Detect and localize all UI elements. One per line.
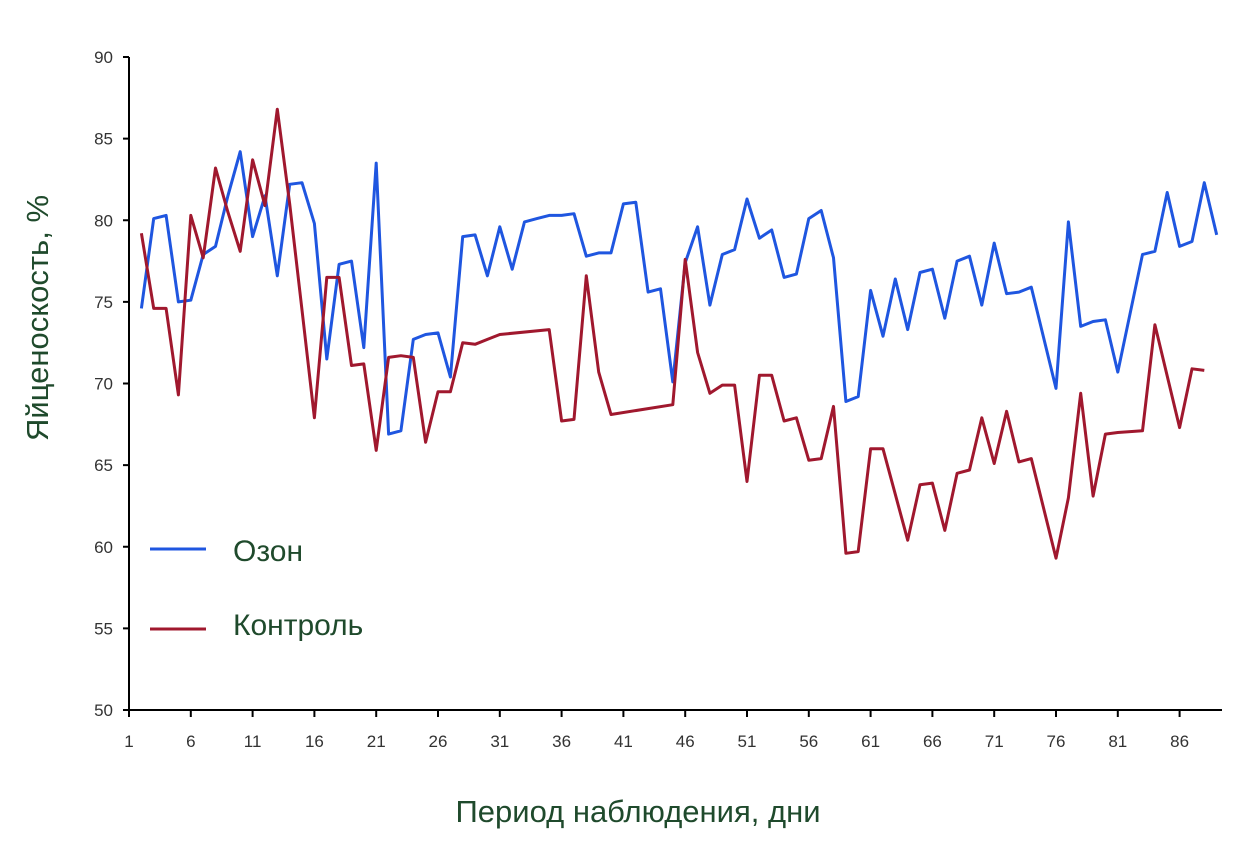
x-ticks: 1 6 11 16 21 26 31 36 41 46 51 56 61 66 71 76 81 86 (124, 710, 1189, 751)
x-tick-label: 41 (614, 732, 633, 751)
legend: Озон Контроль (150, 535, 363, 642)
y-tick-label: 75 (94, 293, 113, 312)
x-tick-label: 31 (490, 732, 509, 751)
x-tick-label: 1 (124, 732, 133, 751)
y-tick-label: 55 (94, 619, 113, 638)
x-axis-title: Период наблюдения, дни (455, 794, 820, 829)
legend-label-ozone: Озон (233, 535, 303, 568)
x-tick-label: 21 (367, 732, 386, 751)
y-tick-label: 70 (94, 375, 113, 394)
y-tick-label: 80 (94, 211, 113, 230)
y-tick-label: 90 (94, 48, 113, 67)
x-tick-label: 16 (305, 732, 324, 751)
legend-label-control: Контроль (233, 609, 363, 642)
x-tick-label: 11 (244, 732, 262, 751)
x-tick-label: 61 (861, 732, 880, 751)
series-line-control (139, 107, 1205, 560)
x-tick-label: 6 (186, 732, 195, 751)
x-tick-label: 66 (923, 732, 942, 751)
y-tick-label: 85 (94, 130, 113, 149)
x-tick-label: 71 (985, 732, 1004, 751)
y-ticks: 50 55 60 65 70 75 80 85 90 (94, 48, 129, 720)
x-tick-label: 81 (1108, 732, 1127, 751)
series-line-ozone (139, 150, 1219, 436)
x-tick-label: 56 (799, 732, 818, 751)
x-tick-label: 46 (676, 732, 695, 751)
y-tick-label: 50 (94, 701, 113, 720)
x-axis: 1 6 11 16 21 26 31 36 41 46 51 56 61 66 71 76 81 86 (124, 709, 1222, 751)
y-tick-label: 65 (94, 456, 113, 475)
x-tick-label: 36 (552, 732, 571, 751)
x-tick-label: 86 (1170, 732, 1189, 751)
y-axis-title: Яйценоскость, % (20, 195, 55, 441)
x-tick-label: 51 (738, 732, 757, 751)
y-tick-label: 60 (94, 538, 113, 557)
y-axis: 50 55 60 65 70 75 80 85 90 (94, 48, 130, 720)
x-tick-label: 26 (429, 732, 448, 751)
x-tick-label: 76 (1047, 732, 1066, 751)
series-layer (139, 107, 1219, 560)
